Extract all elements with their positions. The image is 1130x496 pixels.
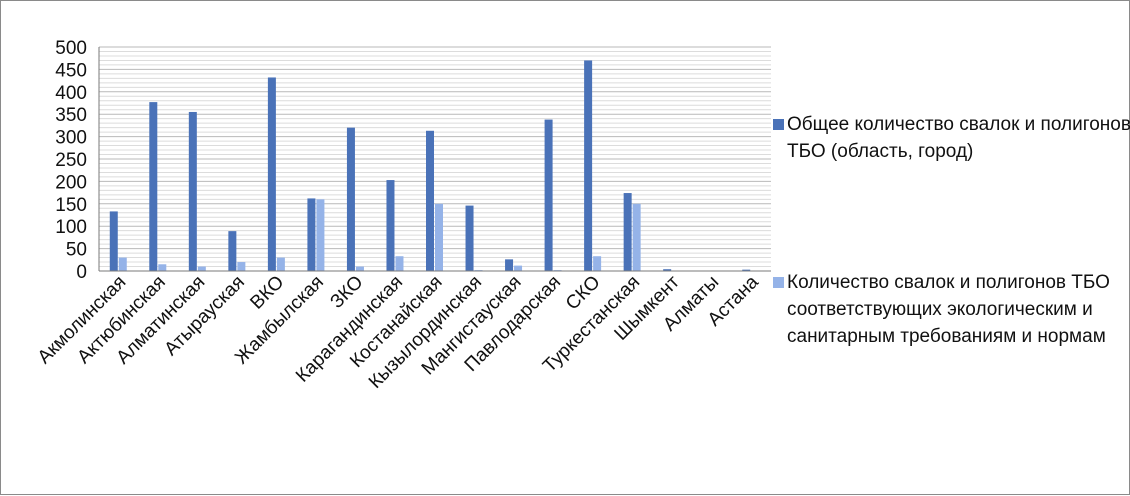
y-tick-label: 0 bbox=[76, 262, 87, 283]
bar-compliant bbox=[118, 257, 127, 271]
bar-compliant bbox=[316, 199, 325, 271]
y-tick-label: 400 bbox=[55, 83, 87, 104]
bar-total bbox=[663, 269, 672, 271]
bar-compliant bbox=[158, 264, 167, 271]
y-tick-label: 250 bbox=[55, 150, 87, 171]
legend-entry-compliant: Количество свалок и полигонов ТБО соотве… bbox=[773, 269, 1130, 350]
bar-total bbox=[465, 205, 474, 271]
bars bbox=[109, 60, 751, 272]
y-tick-label: 50 bbox=[66, 240, 87, 261]
bar-total bbox=[623, 193, 632, 271]
axes bbox=[98, 47, 771, 272]
bar-total bbox=[188, 111, 197, 272]
bar-total bbox=[307, 198, 316, 271]
bar-compliant bbox=[395, 256, 404, 271]
bar-compliant bbox=[276, 257, 285, 271]
bar-compliant bbox=[632, 203, 641, 271]
y-tick-label: 450 bbox=[55, 60, 87, 81]
bar-total bbox=[505, 259, 514, 271]
bar-total bbox=[544, 119, 553, 272]
bar-total bbox=[742, 269, 751, 271]
y-tick-label: 500 bbox=[55, 38, 87, 59]
category-labels: АкмолинскаяАктюбинскаяАлматинскаяАтыраус… bbox=[34, 271, 763, 392]
bar-total bbox=[228, 231, 237, 271]
y-tick-label: 150 bbox=[55, 195, 87, 216]
bar-total bbox=[109, 211, 118, 271]
bar-compliant bbox=[355, 266, 364, 271]
bar-compliant bbox=[593, 256, 602, 271]
bar-total bbox=[267, 77, 276, 272]
legend-entry-total: Общее количество свалок и полигонов ТБО … bbox=[773, 111, 1130, 165]
legend-label-total: Общее количество свалок и полигонов ТБО … bbox=[787, 114, 1130, 162]
legend-swatch-compliant bbox=[773, 277, 784, 288]
bar-compliant bbox=[514, 265, 523, 271]
legend-label-compliant: Количество свалок и полигонов ТБО соотве… bbox=[787, 272, 1110, 347]
bar-compliant bbox=[197, 266, 206, 271]
bar-total bbox=[426, 130, 434, 271]
bar-total bbox=[149, 102, 158, 271]
y-tick-label: 300 bbox=[55, 128, 87, 149]
bar-total bbox=[584, 60, 593, 271]
y-tick-label: 350 bbox=[55, 105, 87, 126]
legend-swatch-total bbox=[773, 119, 784, 130]
y-tick-label: 100 bbox=[55, 217, 87, 238]
bar-total bbox=[386, 180, 395, 271]
y-tick-label: 200 bbox=[55, 172, 87, 193]
bar-total bbox=[346, 127, 355, 271]
bar-compliant bbox=[435, 203, 443, 271]
bar-compliant bbox=[237, 262, 246, 271]
